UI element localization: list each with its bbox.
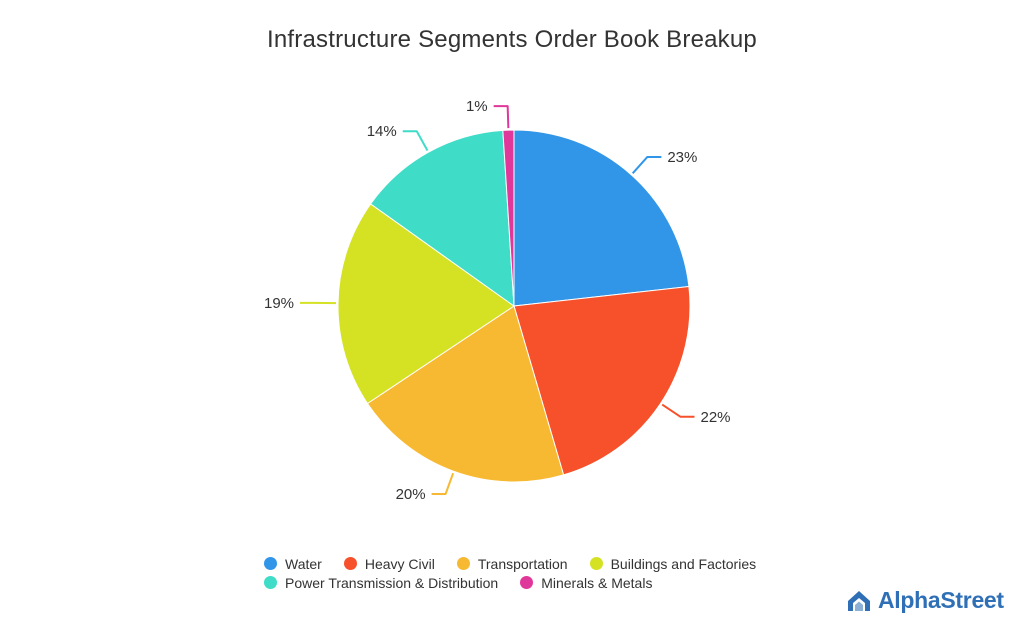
pie-slice-water: [513, 129, 690, 307]
slice-label: 19%: [264, 295, 294, 312]
leader-line: [631, 155, 662, 175]
legend-label: Water: [285, 555, 322, 572]
legend-label: Minerals & Metals: [541, 574, 653, 591]
legend-swatch: [264, 557, 277, 570]
alphastreet-logo-icon: [848, 590, 870, 611]
legend-item: Minerals & Metals: [520, 575, 652, 591]
legend-item: Heavy Civil: [343, 555, 435, 572]
leader-line: [493, 105, 510, 129]
leader-line: [402, 130, 429, 151]
legend-row: Power Transmission & Distribution Mineral…: [264, 573, 824, 592]
leader-line: [431, 472, 455, 495]
legend-label: Power Transmission & Distribution: [285, 574, 499, 591]
pie-slices: [337, 129, 691, 483]
slice-label: 1%: [466, 98, 488, 115]
legend-row: Water Heavy Civil Transportation Buildings …: [264, 554, 824, 573]
slice-label: 22%: [701, 409, 731, 426]
legend-swatch: [520, 576, 534, 589]
legend-item: Transportation: [456, 555, 568, 572]
slice-label: 14%: [367, 123, 397, 140]
pie-slice-power-transmission-distribution: [369, 129, 515, 308]
legend-item: Buildings and Factories: [589, 555, 757, 572]
legend-swatch: [589, 557, 603, 570]
legend-item: Water: [264, 556, 322, 572]
pie-slice-heavy-civil: [513, 285, 691, 476]
legend-swatch: [456, 557, 470, 570]
legend-label: Transportation: [477, 555, 568, 572]
legend-label: Buildings and Factories: [610, 555, 757, 572]
leader-line: [661, 403, 695, 418]
pie-slice-buildings-and-factories: [337, 203, 515, 405]
legend-swatch: [343, 557, 357, 570]
slice-label: 20%: [396, 486, 426, 503]
pie-slice-minerals-metals: [502, 129, 515, 307]
slice-labels: 23% 22% 20% 19% 14% 1%: [264, 98, 731, 503]
legend: Water Heavy Civil Transportation Buildings …: [264, 554, 824, 592]
legend-label: Heavy Civil: [364, 555, 435, 572]
brand-logo: AlphaStreet: [846, 587, 1004, 614]
legend-swatch: [264, 576, 277, 589]
leader-lines: [300, 105, 695, 495]
brand-name: AlphaStreet: [878, 587, 1004, 613]
pie-slice-transportation: [366, 305, 565, 483]
legend-item: Power Transmission & Distribution: [264, 575, 498, 591]
chart-title: Infrastructure Segments Order Book Break…: [267, 26, 757, 53]
slice-label: 23%: [667, 149, 697, 166]
